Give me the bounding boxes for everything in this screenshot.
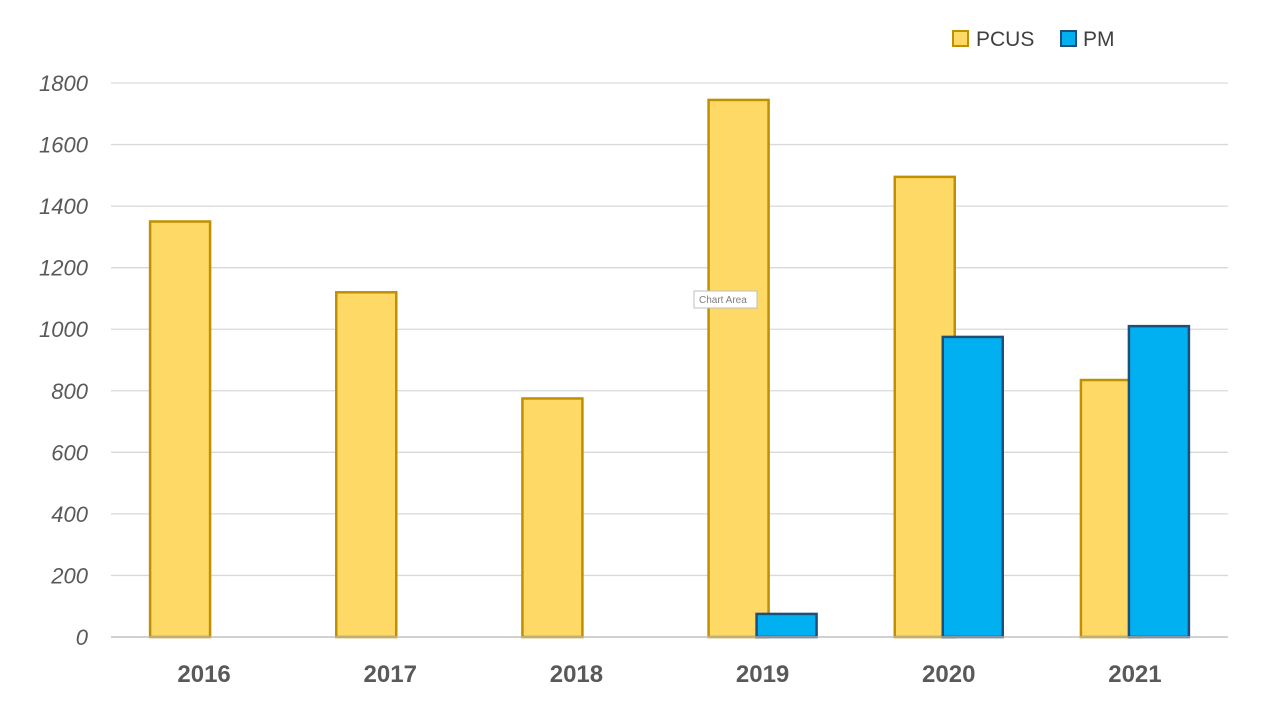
- y-tick-label-1000: 1000: [39, 317, 89, 342]
- y-tick-label-1200: 1200: [39, 256, 89, 281]
- bars: [111, 98, 1228, 639]
- y-tick-label-800: 800: [51, 379, 88, 404]
- tooltip-label: Chart Area: [699, 295, 747, 306]
- y-tick-label-400: 400: [51, 502, 88, 527]
- bar-pcus-2016: [148, 220, 212, 639]
- legend-swatch-pm: [1060, 30, 1077, 47]
- gridlines: [111, 82, 1228, 638]
- y-tick-label-1600: 1600: [39, 133, 89, 158]
- legend: PCUS PM: [952, 28, 1115, 51]
- x-tick-label-2016: 2016: [177, 661, 230, 688]
- x-tick-label-2021: 2021: [1108, 661, 1161, 688]
- y-tick-label-600: 600: [51, 440, 88, 465]
- bar-pcus-2018: [521, 397, 584, 639]
- chart-area-tooltip: Chart Area: [693, 290, 758, 309]
- bar-pm-2019: [755, 612, 818, 639]
- y-tick-label-0: 0: [76, 625, 89, 650]
- x-tick-label-2018: 2018: [550, 661, 603, 688]
- y-axis: 0 200 400 600 800 1000 1200 1400 1600 1800: [39, 71, 89, 650]
- y-tick-label-1400: 1400: [39, 194, 89, 219]
- y-tick-label-200: 200: [50, 563, 88, 588]
- bar-pcus-2019: [707, 98, 770, 639]
- x-tick-label-2019: 2019: [736, 661, 789, 688]
- bar-pm-2021: [1127, 324, 1191, 639]
- x-tick-label-2017: 2017: [364, 661, 417, 688]
- legend-label-pcus: PCUS: [976, 28, 1034, 51]
- x-tick-label-2020: 2020: [922, 661, 975, 688]
- legend-swatch-pcus: [952, 30, 969, 47]
- x-axis: 2016 2017 2018 2019 2020 2021: [177, 661, 1161, 688]
- legend-label-pm: PM: [1083, 28, 1115, 51]
- y-tick-label-1800: 1800: [39, 71, 89, 96]
- bar-pm-2020: [941, 335, 1004, 639]
- bar-pcus-2017: [335, 291, 398, 639]
